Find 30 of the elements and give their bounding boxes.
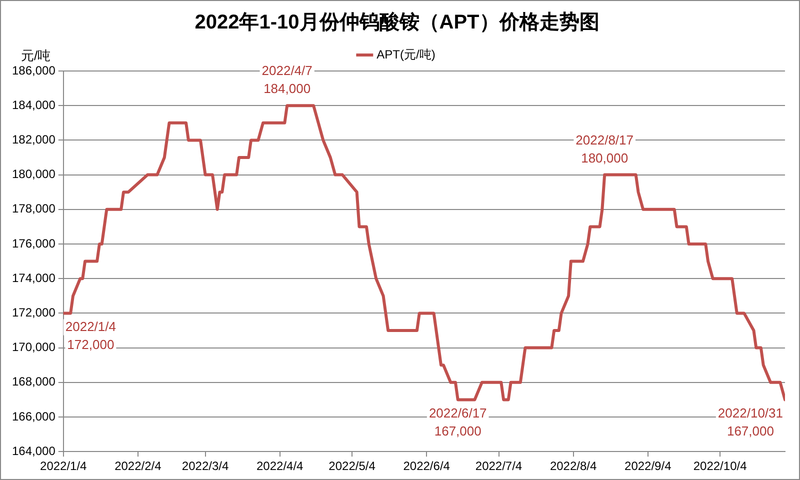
x-tick-label: 2022/5/4 <box>328 459 376 474</box>
y-tick-label: 182,000 <box>12 132 56 147</box>
y-tick-label: 180,000 <box>12 167 56 182</box>
y-tick-label: 170,000 <box>12 340 56 354</box>
y-tick-label: 184,000 <box>12 98 56 112</box>
x-tick-label: 2022/8/4 <box>550 459 597 474</box>
y-tick-label: 178,000 <box>12 202 56 216</box>
x-tick-label: 2022/10/4 <box>693 459 748 474</box>
x-tick-label: 2022/9/4 <box>624 459 672 474</box>
y-tick-label: 166,000 <box>12 409 56 424</box>
y-axis-title: 元/吨 <box>21 48 51 64</box>
annotation: 2022/8/17 180,000 <box>576 132 634 166</box>
y-tick-label: 174,000 <box>12 270 56 285</box>
y-tick-label: 172,000 <box>12 306 56 320</box>
x-tick-label: 2022/2/4 <box>114 459 162 474</box>
annotation: 2022/6/17 167,000 <box>428 405 487 438</box>
annotation: 2022/1/4 172,000 <box>65 318 116 352</box>
y-tick-label: 168,000 <box>12 374 56 389</box>
x-tick-label: 2022/7/4 <box>475 459 522 474</box>
legend-label: APT(元/吨) <box>376 47 436 62</box>
x-tick-label: 2022/4/4 <box>256 459 304 474</box>
chart-title: 2022年1-10月份仲钨酸铵（APT）价格走势图 <box>194 12 600 34</box>
x-tick-label: 2022/3/4 <box>182 459 229 474</box>
x-tick-label: 2022/6/4 <box>403 459 450 474</box>
annotation: 2022/10/31 167,000 <box>718 405 784 438</box>
annotation: 2022/4/7 184,000 <box>262 63 312 96</box>
y-tick-label: 164,000 <box>12 444 56 458</box>
y-tick-label: 176,000 <box>12 236 56 250</box>
x-tick-label: 2022/1/4 <box>40 459 88 474</box>
y-tick-label: 186,000 <box>12 63 56 78</box>
